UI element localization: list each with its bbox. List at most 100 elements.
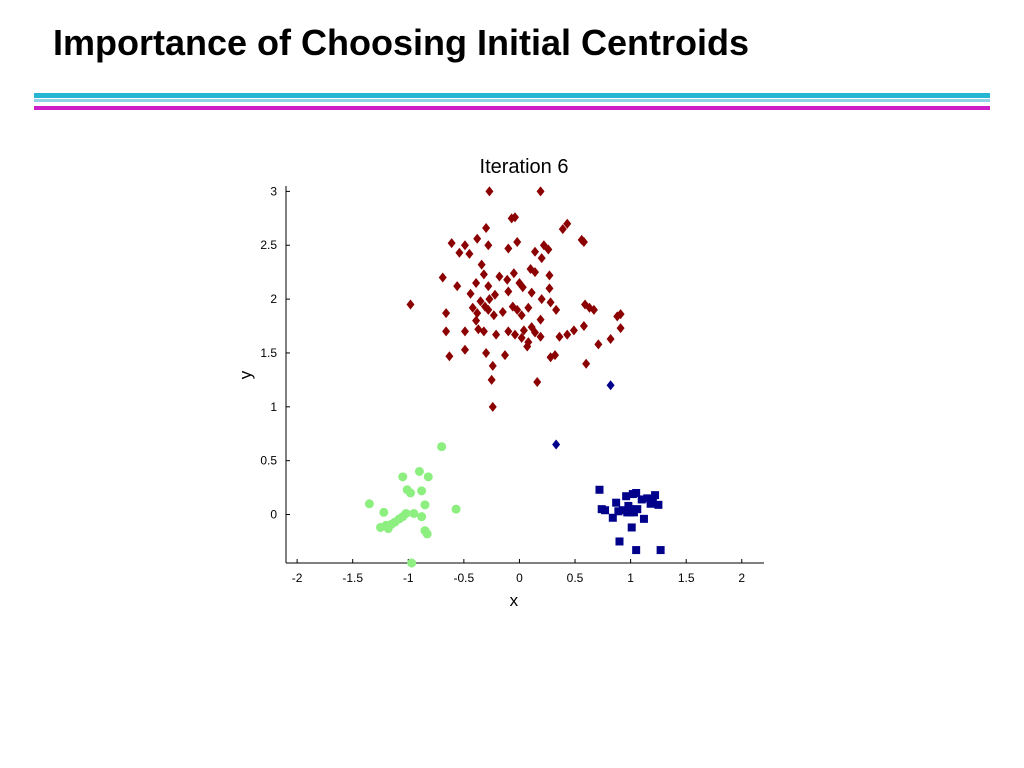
data-point-diamond [484, 304, 493, 315]
data-point-diamond [552, 304, 561, 315]
x-tick-label: 2 [738, 571, 745, 585]
data-point-diamond [616, 323, 625, 334]
data-point-diamond [531, 267, 540, 278]
data-point-diamond [406, 299, 415, 310]
data-point-diamond [606, 333, 615, 344]
x-tick-label: 1.5 [678, 571, 695, 585]
data-point-diamond [524, 302, 533, 313]
data-point-diamond [536, 186, 545, 197]
data-point-diamond [445, 351, 454, 362]
data-point-diamond [504, 243, 513, 254]
data-point-circle [437, 442, 447, 452]
data-point-diamond [484, 240, 493, 251]
data-point-diamond [536, 314, 545, 325]
data-point-square [632, 546, 641, 555]
data-point-diamond [513, 304, 522, 315]
data-point-circle [422, 529, 432, 539]
data-point-diamond [589, 304, 598, 315]
data-point-circle [420, 500, 430, 510]
data-point-diamond [510, 329, 519, 340]
data-point-square [623, 508, 632, 517]
data-point-square [615, 537, 624, 546]
y-tick-label: 2 [270, 292, 277, 306]
y-tick-label: 0 [270, 508, 277, 522]
chart-title: Iteration 6 [480, 156, 569, 178]
data-point-diamond [488, 401, 497, 412]
data-point-diamond [487, 374, 496, 385]
data-point-diamond [498, 307, 507, 318]
y-tick-label: 1.5 [260, 346, 277, 360]
data-point-diamond [500, 350, 509, 361]
data-point-diamond [533, 377, 542, 388]
data-point-diamond [537, 253, 546, 264]
data-point-diamond [563, 329, 572, 340]
data-point-diamond [552, 439, 561, 450]
data-point-diamond [468, 302, 477, 313]
data-point-diamond [447, 238, 456, 249]
data-point-square [656, 546, 665, 555]
data-point-diamond [555, 331, 564, 342]
data-point-circle [398, 472, 408, 482]
data-point-circle [364, 499, 374, 509]
data-point-circle [417, 512, 427, 522]
data-point-diamond [479, 269, 488, 280]
data-point-square [633, 505, 642, 514]
data-point-diamond [517, 332, 526, 343]
data-point-diamond [472, 277, 481, 288]
data-point-diamond [551, 350, 560, 361]
data-point-square [651, 491, 660, 500]
data-point-diamond [504, 286, 513, 297]
data-point-square [648, 498, 657, 507]
data-point-circle [375, 522, 385, 532]
data-point-diamond [490, 289, 499, 300]
data-point-circle [423, 472, 433, 482]
data-point-diamond [485, 186, 494, 197]
data-point-diamond [460, 240, 469, 251]
data-point-diamond [503, 274, 512, 285]
data-point-diamond [524, 337, 533, 348]
data-point-diamond [510, 212, 519, 223]
data-point-circle [383, 524, 393, 534]
header-rule-cyan [34, 93, 990, 98]
data-point-square [614, 507, 623, 516]
data-point-square [618, 506, 627, 515]
x-tick-label: 1 [627, 571, 634, 585]
data-point-diamond [518, 282, 527, 293]
header-rule-magenta [34, 106, 990, 110]
data-point-circle [417, 486, 427, 496]
y-tick-label: 1 [270, 400, 277, 414]
data-point-diamond [579, 237, 588, 248]
data-point-square [632, 488, 641, 497]
data-point-diamond [531, 246, 540, 257]
data-point-square [639, 514, 648, 523]
data-point-diamond [473, 308, 482, 319]
data-point-circle [398, 512, 408, 522]
data-point-square [601, 506, 610, 515]
data-point-diamond [442, 308, 451, 319]
data-point-diamond [482, 223, 491, 234]
x-tick-label: -1 [403, 571, 414, 585]
data-point-diamond [472, 315, 481, 326]
data-point-diamond [563, 218, 572, 229]
y-tick-label: 0.5 [260, 454, 277, 468]
slide-title: Importance of Choosing Initial Centroids [53, 22, 750, 63]
data-point-diamond [546, 297, 555, 308]
data-point-diamond [489, 310, 498, 321]
data-point-square [627, 523, 636, 532]
x-tick-label: -2 [292, 571, 303, 585]
data-point-diamond [537, 294, 546, 305]
data-point-diamond [531, 327, 540, 338]
data-point-diamond [513, 237, 522, 248]
data-point-diamond [442, 326, 451, 337]
data-point-diamond [527, 287, 536, 298]
header-rule-cyan-light [34, 99, 990, 102]
data-point-diamond [473, 233, 482, 244]
data-point-square [637, 495, 646, 504]
data-point-circle [379, 507, 389, 517]
data-point-diamond [438, 272, 447, 283]
x-tick-label: -0.5 [454, 571, 475, 585]
data-point-diamond [545, 283, 554, 294]
x-tick-label: 0.5 [567, 571, 584, 585]
x-tick-label: 0 [516, 571, 523, 585]
